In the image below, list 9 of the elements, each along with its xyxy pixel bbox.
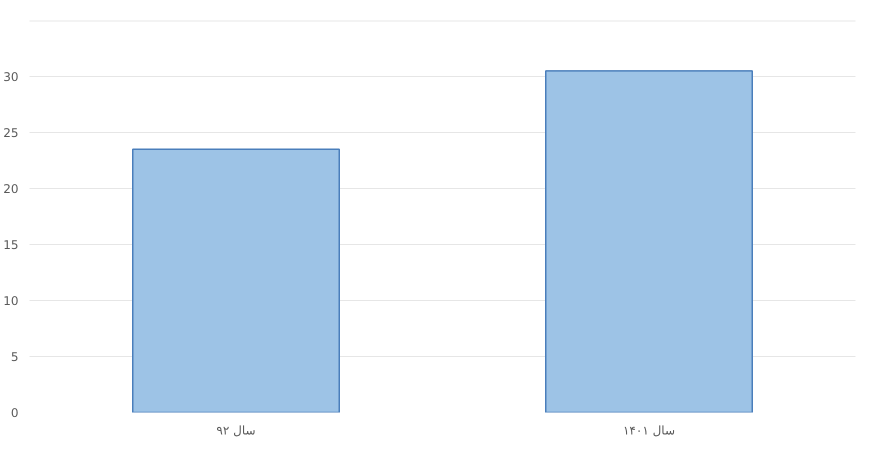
y-tick-label: 15	[3, 238, 19, 252]
y-tick-label: 30	[3, 70, 19, 84]
y-tick-label: 0	[10, 406, 19, 420]
y-tick-label: 20	[3, 182, 19, 196]
y-tick-label: 25	[3, 126, 19, 140]
y-tick-label: 5	[10, 350, 19, 364]
y-tick-label: 10	[3, 294, 19, 308]
x-tick-label: سال ۹۲	[216, 424, 256, 438]
x-tick-label: سال ۱۴۰۱	[622, 424, 676, 438]
